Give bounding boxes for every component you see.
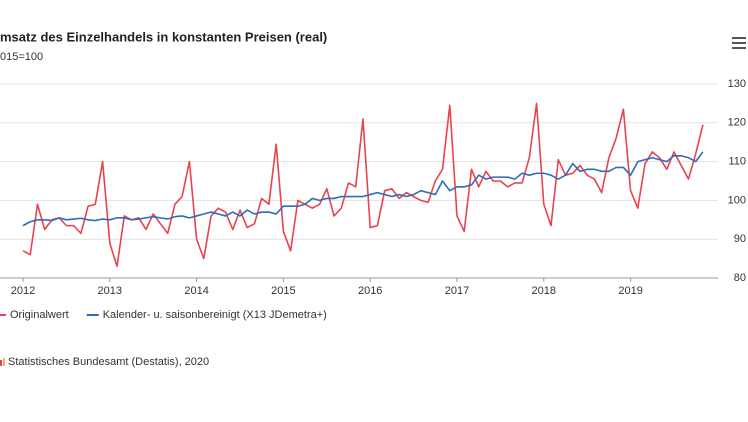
chart-title: msatz des Einzelhandels in konstanten Pr… [0,29,327,44]
y-tick-label: 110 [728,156,746,168]
x-tick-label: 2014 [184,285,208,297]
y-tick-label: 130 [728,78,746,90]
x-tick-label: 2019 [618,285,642,297]
x-tick-label: 2013 [98,285,122,297]
legend-label: Originalwert [10,309,69,321]
x-tick-label: 2015 [271,285,295,297]
menu-bar [732,37,746,39]
x-tick-label: 2012 [11,285,35,297]
menu-bar [732,42,746,44]
series-line [22,102,704,268]
y-tick-label: 90 [734,233,746,245]
y-tick-label: 100 [728,194,746,206]
x-tick-label: 2016 [358,285,382,297]
legend-label: Kalender- u. saisonbereinigt (X13 JDemet… [103,309,327,321]
y-tick-label: 120 [728,117,746,129]
source-icon [0,358,5,366]
source: Statistisches Bundesamt (Destatis), 2020 [8,356,209,368]
icon-bar [3,358,5,366]
series-line [22,151,704,227]
y-tick-label: 80 [734,272,746,284]
x-tick-label: 2017 [445,285,469,297]
menu-bar [732,47,746,49]
icon-bar [0,360,2,366]
menu-button[interactable] [728,32,748,52]
x-tick-label: 2018 [532,285,556,297]
chart-subtitle: 015=100 [0,51,43,63]
